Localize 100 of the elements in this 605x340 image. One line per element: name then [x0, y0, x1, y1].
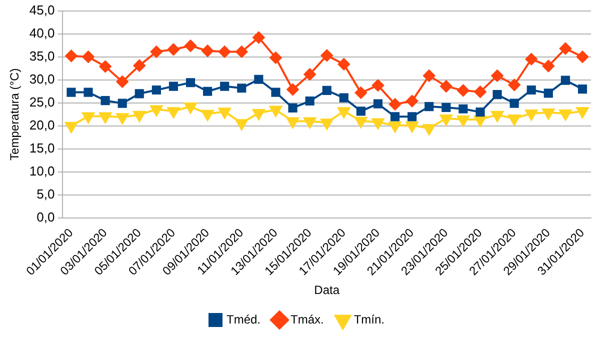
x-axis-title: Data — [314, 283, 340, 298]
point — [286, 84, 299, 96]
point — [338, 107, 350, 118]
point — [134, 89, 144, 98]
point — [542, 60, 554, 72]
legend-label: Tmín. — [354, 312, 385, 326]
point — [167, 43, 180, 56]
point — [100, 96, 110, 106]
point — [390, 112, 400, 122]
point — [389, 98, 402, 110]
point — [237, 84, 246, 93]
point — [133, 60, 146, 72]
point — [116, 76, 128, 88]
point — [578, 84, 588, 94]
point — [320, 49, 333, 62]
point — [542, 108, 555, 120]
point — [356, 106, 366, 116]
point — [456, 115, 470, 126]
point — [559, 109, 572, 120]
point — [491, 70, 504, 82]
point — [99, 112, 112, 124]
point — [560, 76, 570, 85]
point — [457, 84, 470, 96]
point — [508, 114, 521, 126]
point — [322, 86, 332, 95]
point — [65, 50, 78, 62]
point — [167, 107, 180, 118]
point — [320, 118, 334, 130]
point — [252, 32, 265, 44]
point — [305, 96, 314, 106]
point — [116, 113, 129, 124]
point — [373, 99, 383, 108]
point — [203, 86, 212, 96]
point — [440, 80, 452, 92]
legend-label: Tméd. — [226, 312, 261, 326]
point — [66, 88, 76, 97]
point — [440, 114, 452, 126]
point — [422, 124, 436, 136]
point — [184, 102, 197, 114]
point — [476, 108, 485, 117]
point — [474, 86, 486, 98]
point — [218, 108, 231, 119]
point — [338, 58, 350, 70]
point — [99, 60, 112, 72]
y-tick-label: 15,0 — [29, 140, 55, 156]
point — [220, 82, 230, 91]
point — [388, 121, 402, 132]
point — [491, 110, 504, 122]
point — [270, 106, 282, 117]
point — [235, 119, 248, 130]
point — [218, 46, 231, 58]
legend-label: Tmáx. — [290, 312, 324, 326]
point — [508, 78, 520, 91]
y-tick-label: 25,0 — [29, 94, 55, 110]
point — [474, 115, 486, 126]
point — [526, 85, 536, 95]
point — [271, 88, 280, 97]
point — [133, 110, 146, 122]
point — [423, 70, 436, 82]
point — [150, 105, 163, 116]
y-axis-title: Temperatura (°C) — [8, 68, 22, 160]
point — [168, 82, 178, 91]
point — [286, 117, 299, 128]
y-tick-label: 10,0 — [29, 163, 55, 178]
point — [372, 118, 384, 130]
point — [576, 50, 588, 63]
y-tick-label: 35,0 — [29, 48, 55, 64]
point — [408, 112, 417, 122]
point — [82, 112, 94, 124]
point — [458, 104, 468, 114]
point — [201, 110, 214, 121]
point — [559, 42, 572, 55]
point — [525, 109, 538, 120]
point — [442, 102, 451, 112]
point — [525, 53, 538, 66]
point — [152, 85, 161, 95]
point — [202, 44, 214, 57]
point — [118, 98, 127, 108]
y-tick-label: 0,0 — [36, 210, 55, 225]
point — [84, 88, 93, 97]
point — [406, 121, 418, 132]
point — [354, 86, 367, 99]
point — [354, 116, 368, 128]
point — [576, 107, 589, 118]
point — [186, 78, 196, 88]
y-tick-label: 30,0 — [29, 71, 55, 86]
y-tick-label: 5,0 — [36, 186, 55, 202]
y-tick-label: 40,0 — [29, 25, 55, 40]
point — [288, 103, 298, 112]
point — [252, 108, 265, 120]
point — [304, 68, 316, 80]
point — [406, 95, 418, 108]
point — [150, 46, 162, 58]
y-tick-label: 45,0 — [29, 2, 55, 18]
point — [339, 93, 348, 102]
y-tick-label: 20,0 — [29, 117, 55, 132]
point — [236, 46, 248, 58]
point — [270, 52, 282, 64]
point — [492, 90, 502, 100]
point — [65, 122, 78, 133]
